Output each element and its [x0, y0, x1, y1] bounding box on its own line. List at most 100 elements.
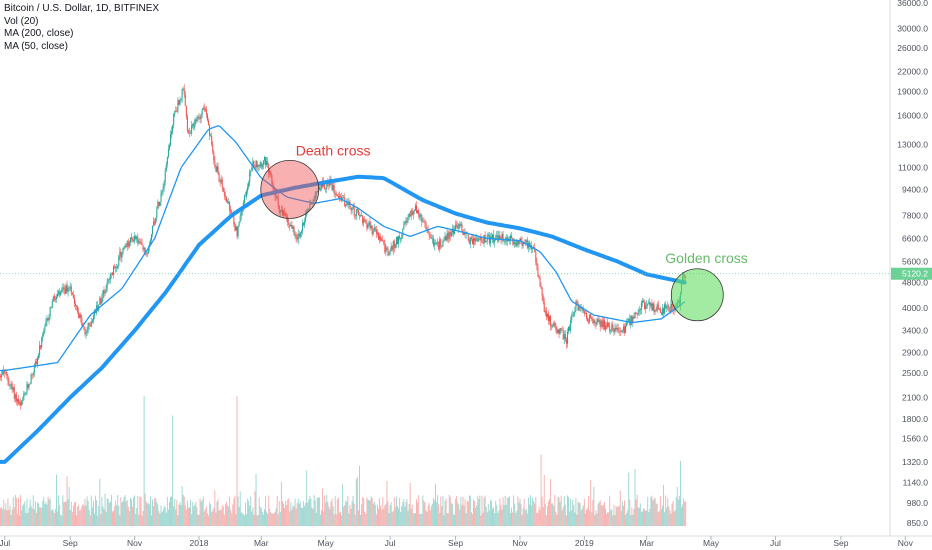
- candle-body: [123, 247, 125, 249]
- candle-body: [482, 242, 484, 244]
- volume-bar: [245, 502, 246, 526]
- volume-bar: [517, 495, 519, 526]
- volume-bar: [184, 505, 186, 526]
- candle-body: [538, 276, 540, 278]
- candle-body: [250, 170, 252, 173]
- candle-body: [657, 304, 659, 310]
- volume-bar: [88, 509, 90, 526]
- candle-body: [28, 384, 30, 388]
- volume-bar: [439, 512, 441, 526]
- candle-body: [210, 135, 212, 137]
- volume-bar: [9, 505, 11, 526]
- volume-bar: [73, 502, 75, 526]
- candle-body: [47, 318, 49, 321]
- candle-body: [610, 330, 612, 332]
- volume-bar: [319, 514, 321, 526]
- volume-bar: [427, 505, 429, 526]
- candle-body: [79, 314, 81, 319]
- candle-body: [156, 209, 158, 218]
- volume-bar: [160, 505, 162, 526]
- y-tick-label: 9400.0: [902, 184, 928, 194]
- volume-bar: [601, 505, 603, 526]
- volume-bar: [589, 510, 591, 526]
- candle-body: [564, 334, 566, 340]
- volume-bar: [210, 504, 212, 526]
- candle-body: [118, 255, 120, 266]
- volume-bar: [416, 499, 417, 526]
- volume-bar: [27, 512, 29, 526]
- candle-body: [105, 288, 107, 293]
- candle-body: [101, 298, 103, 304]
- volume-bar: [273, 513, 275, 526]
- volume-bar: [424, 502, 426, 526]
- candle-body: [437, 241, 439, 243]
- candle-body: [424, 221, 426, 223]
- candle-body: [428, 233, 430, 236]
- volume-bar: [231, 513, 233, 526]
- volume-bar: [57, 511, 59, 526]
- volume-bar: [105, 511, 107, 526]
- candle-body: [546, 313, 548, 317]
- candle-body: [375, 229, 377, 234]
- candle-body: [405, 221, 407, 223]
- volume-bar: [281, 501, 283, 526]
- volume-bar: [674, 510, 676, 526]
- volume-bar: [81, 506, 83, 526]
- volume-bar: [159, 513, 161, 526]
- volume-bar: [260, 508, 262, 526]
- volume-bar: [187, 507, 189, 526]
- candle-body: [270, 171, 272, 176]
- candle-body: [144, 247, 146, 254]
- volume-bar: [58, 495, 60, 526]
- candle-body: [576, 301, 578, 303]
- candle-body: [9, 385, 11, 387]
- candle-body: [316, 191, 318, 193]
- candle-body: [317, 187, 319, 192]
- candle-body: [218, 173, 220, 182]
- volume-bar: [612, 515, 614, 526]
- volume-bar: [227, 505, 229, 526]
- volume-bar: [89, 515, 91, 526]
- candle-body: [451, 229, 453, 233]
- candle-body: [570, 320, 572, 331]
- candle-body: [347, 202, 349, 205]
- candle-body: [108, 279, 110, 281]
- candle-body: [22, 400, 24, 402]
- candle-body: [498, 235, 500, 242]
- volume-bar: [272, 513, 274, 526]
- candle-body: [603, 320, 605, 330]
- candle-body: [606, 325, 608, 327]
- volume-bar: [25, 513, 27, 526]
- candle-body: [599, 320, 601, 327]
- volume-bar: [551, 503, 553, 526]
- candle-body: [381, 239, 383, 241]
- candle-body: [636, 313, 638, 315]
- candle-body: [452, 229, 454, 234]
- volume-bar: [119, 515, 121, 526]
- volume-bar: [90, 495, 92, 526]
- volume-bar: [206, 513, 208, 526]
- candle-body: [277, 197, 279, 206]
- volume-bar: [171, 496, 173, 526]
- volume-bar: [403, 499, 405, 526]
- candle-body: [671, 303, 673, 309]
- candle-body: [324, 181, 326, 189]
- volume-bar: [47, 496, 49, 526]
- candle-body: [116, 267, 118, 269]
- candle-body: [298, 233, 300, 237]
- candle-body: [537, 265, 539, 277]
- volume-bar: [444, 501, 446, 526]
- volume-bar: [626, 512, 628, 526]
- candle-body: [40, 345, 42, 348]
- candle-body: [552, 325, 554, 327]
- candle-body: [136, 236, 138, 240]
- volume-bar: [190, 499, 192, 526]
- candle-body: [490, 236, 492, 239]
- y-tick-label: 16000.0: [897, 111, 928, 121]
- volume-bar: [591, 512, 593, 526]
- volume-bar: [110, 494, 112, 526]
- volume-bar: [194, 504, 196, 526]
- candle-body: [149, 240, 151, 245]
- volume-bar: [23, 503, 25, 526]
- volume-bar: [617, 506, 619, 526]
